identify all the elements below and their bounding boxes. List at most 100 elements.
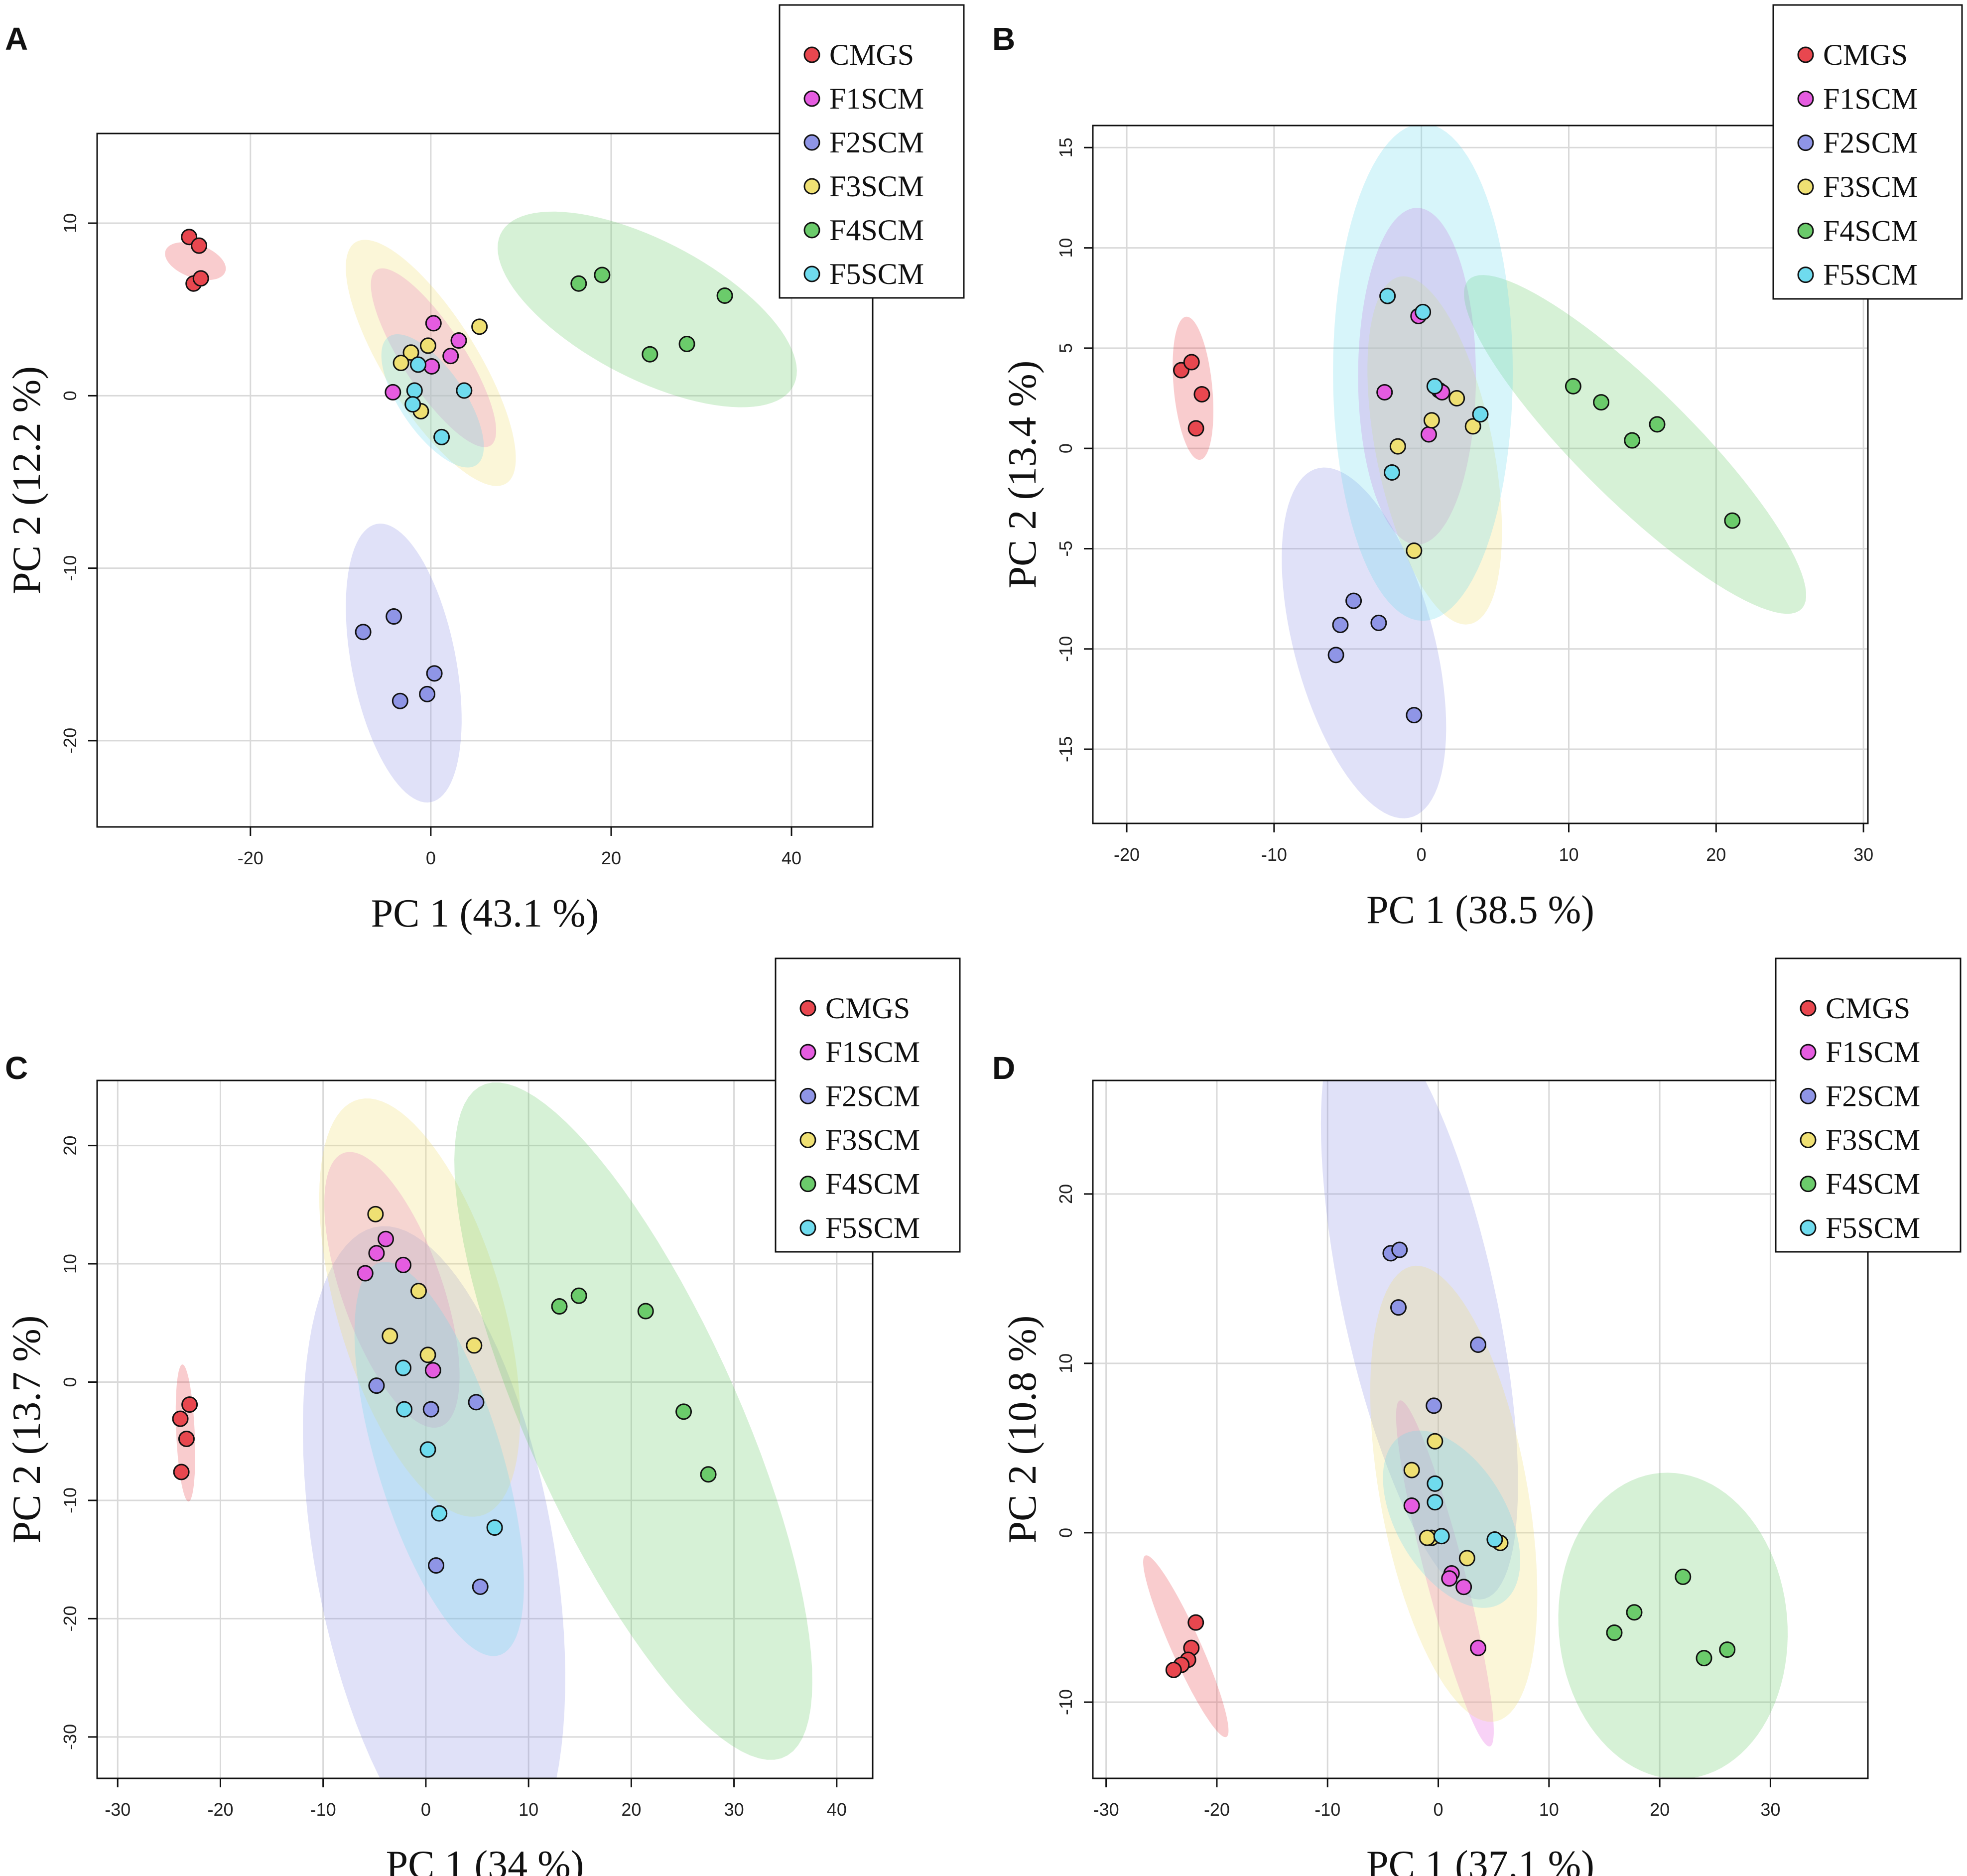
ellipse-f2scm bbox=[1320, 1080, 1518, 1600]
y-tick-label: 15 bbox=[1055, 137, 1076, 157]
point-cmgs bbox=[192, 270, 209, 287]
legend-marker-f3scm bbox=[1800, 1132, 1817, 1148]
y-axis-title: PC 2 (10.8 %) bbox=[1001, 1316, 1045, 1544]
y-tick-label: -10 bbox=[1055, 636, 1076, 662]
point-cmgs bbox=[1187, 1614, 1204, 1631]
y-tick-label: -20 bbox=[60, 728, 80, 754]
point-f2scm bbox=[419, 685, 436, 702]
y-tick-label: 5 bbox=[1055, 343, 1076, 353]
point-f2scm bbox=[422, 1401, 439, 1418]
x-tick-label: 20 bbox=[1650, 1799, 1670, 1820]
y-tick-label: -20 bbox=[60, 1606, 80, 1631]
x-tick-label: -20 bbox=[1114, 844, 1140, 865]
ellipse-f4scm bbox=[454, 1082, 812, 1760]
legend-label-f1scm: F1SCM bbox=[1826, 1036, 1920, 1069]
point-f1scm bbox=[395, 1256, 412, 1273]
ellipse-f2scm bbox=[303, 1226, 565, 1778]
y-tick-label: -10 bbox=[60, 555, 80, 581]
legend-label-f1scm: F1SCM bbox=[1823, 82, 1918, 115]
point-f5scm bbox=[1427, 1494, 1443, 1511]
legend-label-cmgs: CMGS bbox=[825, 992, 910, 1025]
x-axis-title: PC 1 (37.1 %) bbox=[1366, 1843, 1594, 1876]
ellipse-f3scm bbox=[1370, 1265, 1538, 1722]
y-tick-label: -30 bbox=[60, 1724, 80, 1750]
point-f2scm bbox=[368, 1377, 385, 1394]
point-f1scm bbox=[385, 384, 401, 401]
legend-label-f3scm: F3SCM bbox=[1826, 1124, 1920, 1157]
legend: CMGS F1SCM F2SCM F3SCM F4SCM F5SCM bbox=[1772, 4, 1963, 300]
point-f4scm bbox=[570, 1287, 587, 1304]
x-tick-label: 30 bbox=[1760, 1799, 1780, 1820]
point-f3scm bbox=[367, 1206, 384, 1222]
point-f4scm bbox=[675, 1403, 692, 1420]
point-f4scm bbox=[642, 346, 658, 363]
x-tick-label: 0 bbox=[1434, 1799, 1443, 1820]
grid bbox=[97, 134, 873, 827]
point-f5scm bbox=[396, 1401, 413, 1418]
point-f4scm bbox=[594, 267, 611, 283]
point-f1scm bbox=[450, 332, 467, 349]
point-f1scm bbox=[1470, 1639, 1487, 1656]
x-tick-label: 20 bbox=[621, 1799, 641, 1820]
confidence-ellipses bbox=[165, 211, 797, 803]
x-tick-label: -20 bbox=[1204, 1799, 1230, 1820]
point-f1scm bbox=[1455, 1579, 1472, 1596]
point-cmgs bbox=[1165, 1661, 1182, 1678]
legend-marker-cmgs bbox=[799, 1000, 816, 1017]
legend-marker-cmgs bbox=[803, 46, 820, 63]
x-tick-label: 40 bbox=[827, 1799, 847, 1820]
legend-marker-f4scm bbox=[1800, 1176, 1817, 1193]
point-f4scm bbox=[716, 287, 733, 304]
ellipse-f3scm bbox=[1367, 276, 1502, 625]
legend-label-f5scm: F5SCM bbox=[1823, 259, 1918, 291]
point-f3scm bbox=[419, 1346, 436, 1363]
legend-label-cmgs: CMGS bbox=[829, 38, 914, 71]
x-tick-label: -20 bbox=[238, 848, 263, 868]
legend-marker-f1scm bbox=[1797, 90, 1814, 107]
panel-a: A -20 0 20 40 -20 -10 0 10 PC 1 (43.1 %) PC 2 (12.… bbox=[5, 4, 965, 936]
x-tick-label: -10 bbox=[1314, 1799, 1340, 1820]
point-f4scm bbox=[1593, 394, 1610, 411]
point-f5scm bbox=[431, 1505, 448, 1522]
point-f5scm bbox=[456, 382, 473, 399]
legend-marker-f1scm bbox=[803, 90, 820, 107]
point-f4scm bbox=[1606, 1624, 1623, 1641]
point-f5scm bbox=[1415, 303, 1432, 320]
point-cmgs bbox=[1193, 386, 1210, 402]
x-tick-label: -10 bbox=[1261, 844, 1287, 865]
point-f2scm bbox=[1406, 707, 1423, 724]
point-cmgs bbox=[1183, 354, 1200, 371]
point-f4scm bbox=[637, 1303, 654, 1320]
point-f2scm bbox=[392, 692, 408, 709]
legend-marker-f3scm bbox=[803, 178, 820, 195]
point-f2scm bbox=[1391, 1241, 1408, 1258]
panel-label: D bbox=[992, 1050, 1015, 1086]
y-tick-label: -10 bbox=[60, 1487, 80, 1513]
legend-label-f4scm: F4SCM bbox=[1826, 1168, 1920, 1201]
point-f5scm bbox=[410, 356, 427, 373]
legend-label-f5scm: F5SCM bbox=[829, 258, 924, 290]
panel-b: B -20 -10 0 10 20 30 -15 -10 -5 0 5 10 15 PC 1 (38.5 %… bbox=[992, 4, 1963, 932]
grid bbox=[1093, 1080, 1868, 1778]
legend-marker-f2scm bbox=[799, 1087, 816, 1104]
plot-border bbox=[96, 133, 874, 828]
point-f1scm bbox=[1376, 384, 1393, 401]
legend-marker-cmgs bbox=[1800, 1000, 1817, 1017]
point-f5scm bbox=[404, 396, 421, 413]
x-tick-label: 20 bbox=[601, 848, 621, 868]
panel-label: C bbox=[5, 1050, 28, 1086]
point-f3scm bbox=[1448, 390, 1465, 407]
x-tick-label: 30 bbox=[724, 1799, 744, 1820]
legend-marker-f5scm bbox=[1800, 1219, 1817, 1236]
y-tick-label: 20 bbox=[1055, 1184, 1076, 1204]
x-axis-title: PC 1 (34 %) bbox=[386, 1843, 584, 1876]
x-tick-label: 10 bbox=[1539, 1799, 1559, 1820]
x-tick-label: -30 bbox=[1093, 1799, 1119, 1820]
point-f5scm bbox=[406, 382, 423, 399]
point-f5scm bbox=[433, 428, 450, 445]
y-tick-label: 20 bbox=[60, 1136, 80, 1156]
legend-marker-f2scm bbox=[803, 134, 820, 151]
point-f2scm bbox=[428, 1557, 445, 1574]
legend-marker-f3scm bbox=[799, 1132, 816, 1148]
grid bbox=[97, 1080, 873, 1778]
